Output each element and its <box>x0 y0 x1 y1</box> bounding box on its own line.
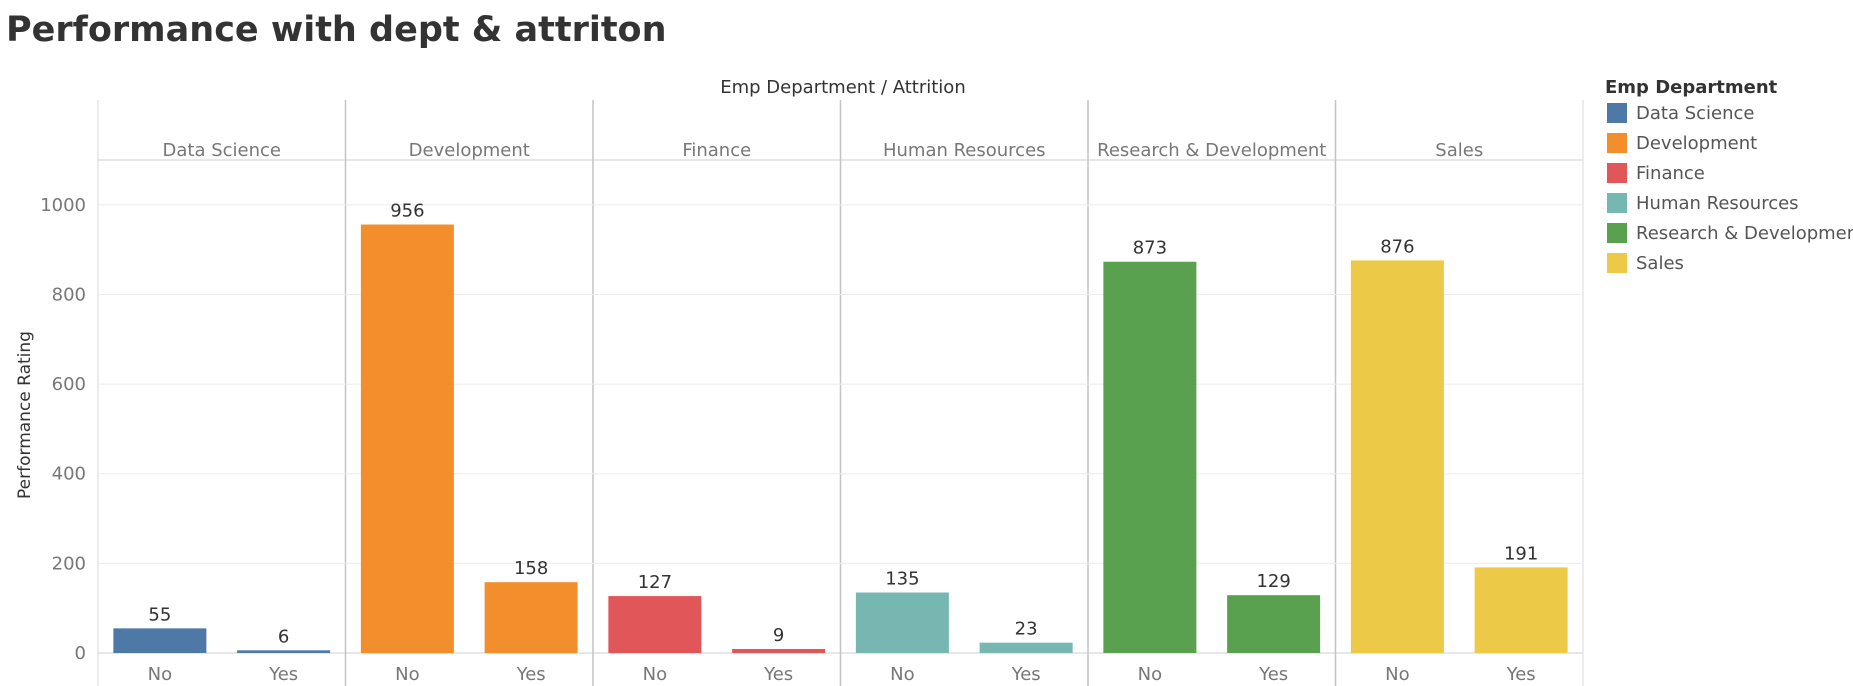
x-tick-label: No <box>1385 664 1409 685</box>
department-panels: Data Science 55 No 6 Yes Development 956 No 158 Y… <box>113 140 1568 685</box>
legend-item: Human Resources <box>1607 193 1799 214</box>
data-label: 9 <box>773 625 784 646</box>
legend-label: Research & Development <box>1636 223 1853 244</box>
legend-label: Finance <box>1636 163 1705 184</box>
x-tick-label: No <box>1138 664 1162 685</box>
data-label: 873 <box>1133 238 1167 259</box>
panel-header: Development <box>409 140 530 161</box>
data-label: 6 <box>278 626 289 647</box>
data-label: 876 <box>1380 236 1414 257</box>
data-label: 55 <box>148 604 171 625</box>
y-axis-label: Performance Rating <box>15 331 35 499</box>
legend-label: Human Resources <box>1636 193 1799 214</box>
panel-development: Development 956 No 158 Yes <box>360 140 578 685</box>
x-tick-label: Yes <box>1506 664 1536 685</box>
legend-swatch <box>1607 253 1627 273</box>
legend-label: Data Science <box>1636 103 1754 124</box>
data-label: 127 <box>638 572 672 593</box>
data-label: 191 <box>1504 543 1538 564</box>
x-tick-label: Yes <box>1011 664 1041 685</box>
x-tick-label: Yes <box>268 664 298 685</box>
legend: Data Science Development Finance Human Reso… <box>1607 103 1853 274</box>
panel-data-science: Data Science 55 No 6 Yes <box>113 140 331 685</box>
legend-label: Sales <box>1636 253 1684 274</box>
legend-swatch <box>1607 193 1627 213</box>
legend-swatch <box>1607 133 1627 153</box>
bar <box>979 642 1073 653</box>
y-tick-label: 800 <box>52 284 86 305</box>
legend-item: Finance <box>1607 163 1705 184</box>
bar <box>1474 567 1568 653</box>
panel-header: Research & Development <box>1097 140 1326 161</box>
data-label: 135 <box>885 568 919 589</box>
x-tick-label: No <box>395 664 419 685</box>
data-label: 158 <box>514 558 548 579</box>
legend-swatch <box>1607 103 1627 123</box>
legend-item: Data Science <box>1607 103 1754 124</box>
bar <box>113 628 207 653</box>
x-tick-label: No <box>890 664 914 685</box>
panel-sales: Sales 876 No 191 Yes <box>1350 140 1568 685</box>
bar <box>1350 260 1444 653</box>
legend-title: Emp Department <box>1605 77 1778 98</box>
plot-frame <box>97 100 1584 686</box>
bar <box>360 224 454 653</box>
panel-header: Sales <box>1435 140 1483 161</box>
x-tick-label: Yes <box>516 664 546 685</box>
x-tick-label: Yes <box>1258 664 1288 685</box>
bar <box>1103 261 1197 653</box>
data-label: 129 <box>1256 571 1290 592</box>
chart-title: Performance with dept & attriton <box>6 10 667 50</box>
panel-finance: Finance 127 No 9 Yes <box>608 140 826 685</box>
bar <box>608 596 702 653</box>
data-label: 23 <box>1015 619 1038 640</box>
y-tick-label: 400 <box>52 464 86 485</box>
panel-human-resources: Human Resources 135 No 23 Yes <box>855 140 1073 685</box>
bar <box>237 650 331 653</box>
x-tick-label: No <box>148 664 172 685</box>
panel-header: Finance <box>682 140 751 161</box>
legend-item: Research & Development <box>1607 223 1853 244</box>
y-tick-label: 0 <box>75 643 86 664</box>
y-tick-label: 200 <box>52 553 86 574</box>
bar <box>732 648 826 653</box>
panel-research-development: Research & Development 873 No 129 Yes <box>1097 140 1326 685</box>
bar <box>1227 595 1321 653</box>
panel-header: Data Science <box>163 140 281 161</box>
legend-item: Sales <box>1607 253 1684 274</box>
legend-swatch <box>1607 223 1627 243</box>
column-header-label: Emp Department / Attrition <box>720 77 965 98</box>
bar <box>855 592 949 653</box>
y-tick-label: 1000 <box>40 195 86 216</box>
x-tick-label: No <box>643 664 667 685</box>
bar <box>484 582 578 653</box>
legend-item: Development <box>1607 133 1757 154</box>
data-label: 956 <box>390 201 424 222</box>
legend-swatch <box>1607 163 1627 183</box>
gridlines <box>98 204 1583 564</box>
legend-label: Development <box>1636 133 1757 154</box>
y-tick-label: 600 <box>52 374 86 395</box>
y-axis-ticks: 0 200 400 600 800 1000 <box>40 195 86 664</box>
x-tick-label: Yes <box>763 664 793 685</box>
panel-header: Human Resources <box>883 140 1046 161</box>
